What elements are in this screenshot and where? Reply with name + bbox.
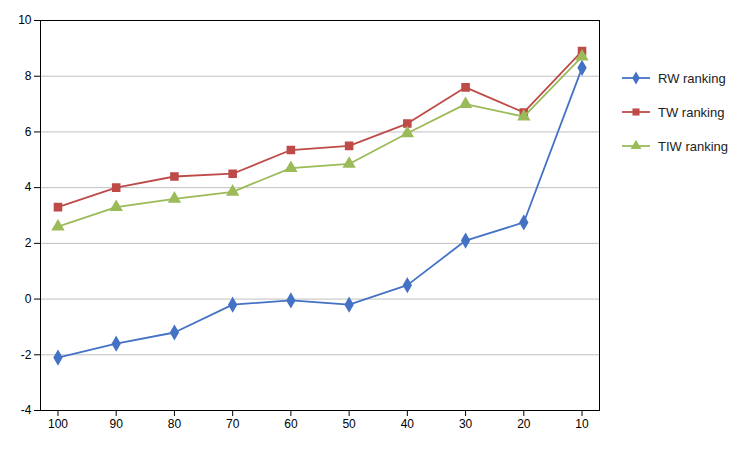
svg-text:0: 0	[25, 292, 32, 306]
svg-text:20: 20	[517, 417, 531, 431]
html-text:TW ranking: TW ranking	[658, 104, 725, 120]
svg-text:90: 90	[110, 417, 124, 431]
html-text:TIW ranking: TIW ranking	[658, 138, 729, 154]
svg-text:10: 10	[18, 13, 32, 27]
svg-text:50: 50	[342, 417, 356, 431]
svg-text:80: 80	[168, 417, 182, 431]
svg-text:60: 60	[284, 417, 298, 431]
svg-text:-2: -2	[21, 348, 32, 362]
svg-text:10: 10	[575, 417, 589, 431]
html-text:RW ranking: RW ranking	[658, 70, 726, 86]
svg-text:30: 30	[459, 417, 473, 431]
svg-text:6: 6	[25, 125, 32, 139]
svg-text:8: 8	[25, 69, 32, 83]
svg-text:70: 70	[226, 417, 240, 431]
svg-text:-4: -4	[21, 403, 32, 417]
svg-text:2: 2	[25, 236, 32, 250]
svg-text:4: 4	[25, 180, 32, 194]
svg-text:100: 100	[48, 417, 68, 431]
svg-text:40: 40	[401, 417, 415, 431]
